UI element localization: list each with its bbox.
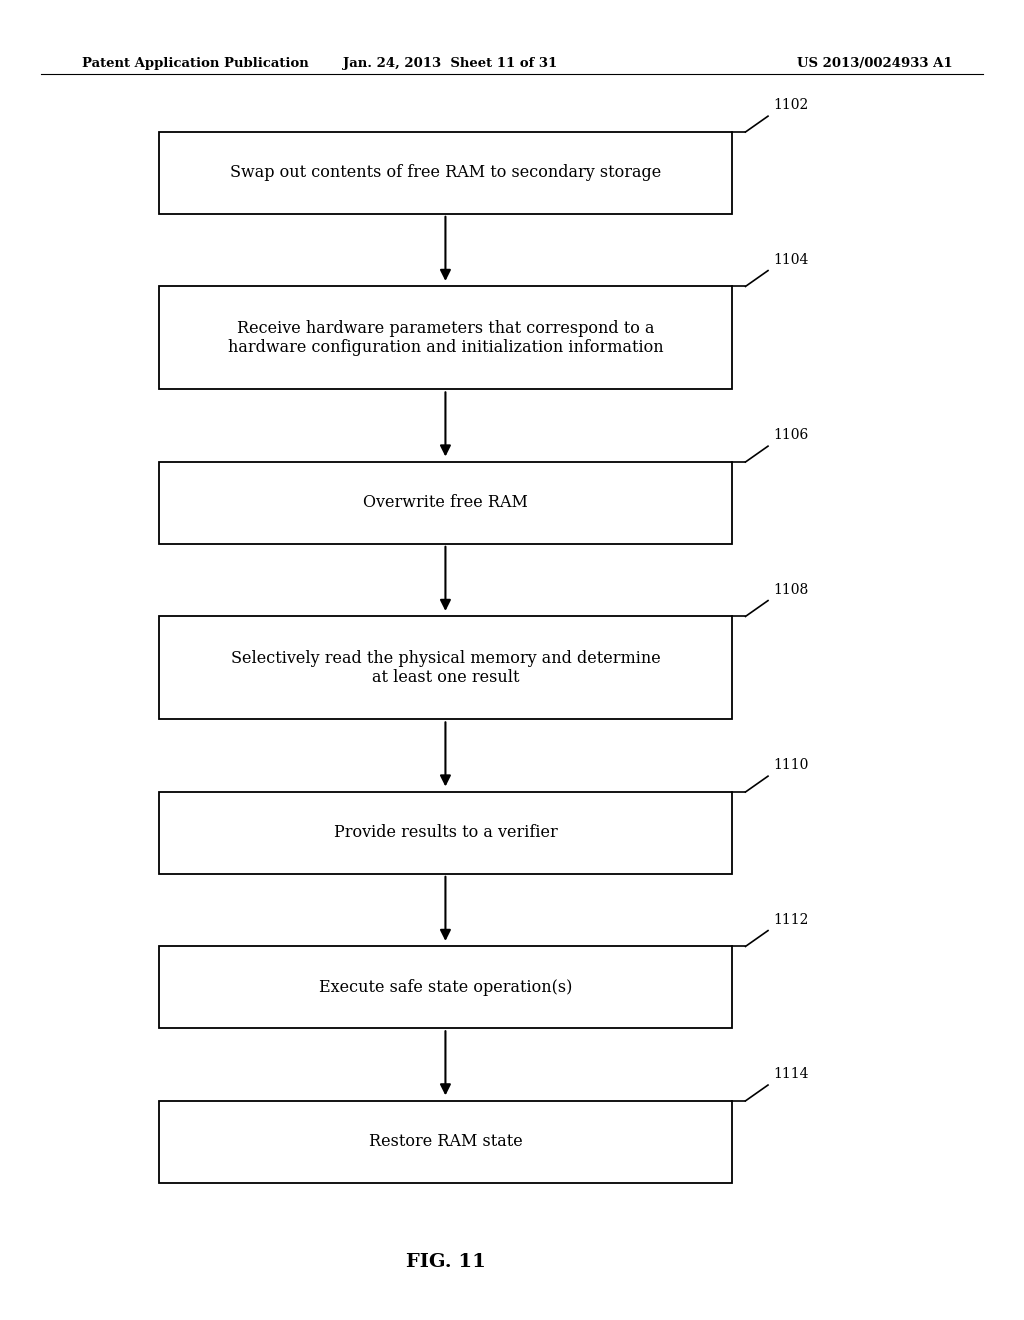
Text: Jan. 24, 2013  Sheet 11 of 31: Jan. 24, 2013 Sheet 11 of 31 <box>343 57 558 70</box>
Bar <box>159 462 732 544</box>
Bar <box>159 792 732 874</box>
Text: US 2013/0024933 A1: US 2013/0024933 A1 <box>797 57 952 70</box>
Text: Provide results to a verifier: Provide results to a verifier <box>334 825 557 841</box>
Text: 1110: 1110 <box>773 758 809 772</box>
Bar <box>159 946 732 1028</box>
Text: 1102: 1102 <box>773 98 808 112</box>
Bar <box>159 616 732 719</box>
Text: 1114: 1114 <box>773 1067 809 1081</box>
Text: Receive hardware parameters that correspond to a
hardware configuration and init: Receive hardware parameters that corresp… <box>227 319 664 356</box>
Text: FIG. 11: FIG. 11 <box>406 1253 485 1271</box>
Text: Swap out contents of free RAM to secondary storage: Swap out contents of free RAM to seconda… <box>229 165 662 181</box>
Text: Selectively read the physical memory and determine
at least one result: Selectively read the physical memory and… <box>230 649 660 686</box>
Bar <box>159 286 732 389</box>
Text: 1104: 1104 <box>773 252 809 267</box>
Text: Restore RAM state: Restore RAM state <box>369 1134 522 1150</box>
Text: 1106: 1106 <box>773 428 808 442</box>
Text: Patent Application Publication: Patent Application Publication <box>82 57 308 70</box>
Text: 1108: 1108 <box>773 582 808 597</box>
Text: Overwrite free RAM: Overwrite free RAM <box>362 495 528 511</box>
Bar <box>159 1101 732 1183</box>
Text: Execute safe state operation(s): Execute safe state operation(s) <box>318 979 572 995</box>
Text: 1112: 1112 <box>773 912 809 927</box>
Bar <box>159 132 732 214</box>
